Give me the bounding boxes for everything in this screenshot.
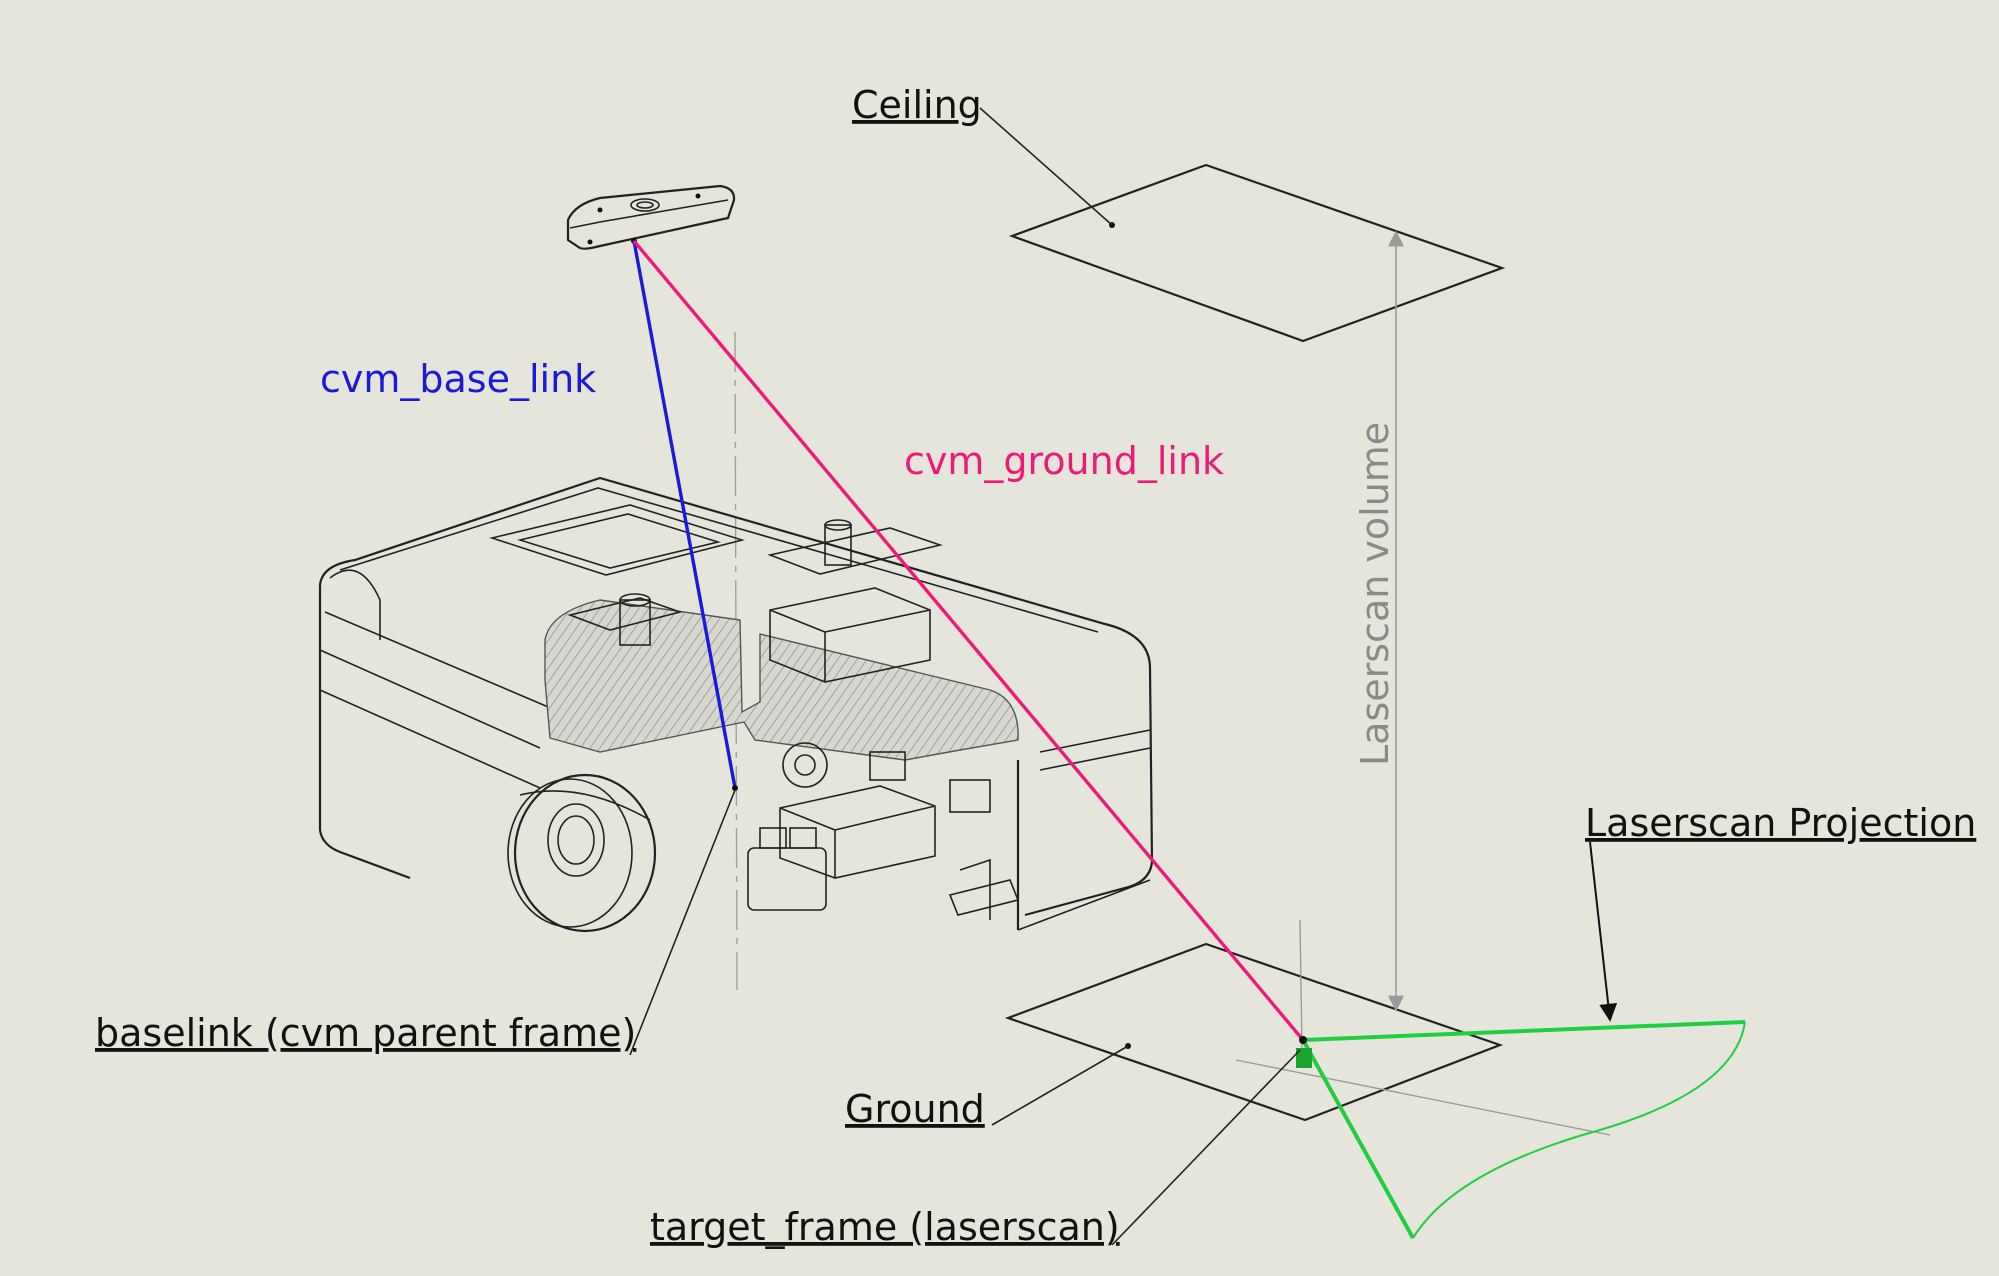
target-frame-label: target_frame (laserscan): [650, 1205, 1120, 1249]
laserscan-projection-label: Laserscan Projection: [1585, 801, 1976, 845]
laserscan-projection-leader: [1589, 841, 1618, 1022]
ceiling-label: Ceiling: [852, 83, 982, 127]
laserscan-volume-label: Laserscan volume: [1353, 422, 1397, 766]
target-frame-leader: [1111, 1049, 1301, 1246]
cvm-ground-link-line: [632, 239, 1305, 1042]
cvm-ground-link-label: cvm_ground_link: [904, 439, 1224, 483]
baselink-leader: [629, 789, 736, 1056]
cvm-base-link-line: [632, 240, 737, 789]
ground-plane: [991, 919, 1611, 1136]
robot-body: [318, 476, 1154, 931]
cvm-base-link-label: cvm_base_link: [320, 357, 596, 401]
camera-sensor: [566, 184, 736, 250]
ceiling-plane: [979, 107, 1506, 343]
ground-label: Ground: [845, 1087, 985, 1131]
wheel: [507, 773, 657, 933]
laserscan-projection-shape: [1296, 1020, 1746, 1239]
baselink-point: [732, 785, 738, 791]
baselink-label: baselink (cvm parent frame): [95, 1011, 636, 1055]
